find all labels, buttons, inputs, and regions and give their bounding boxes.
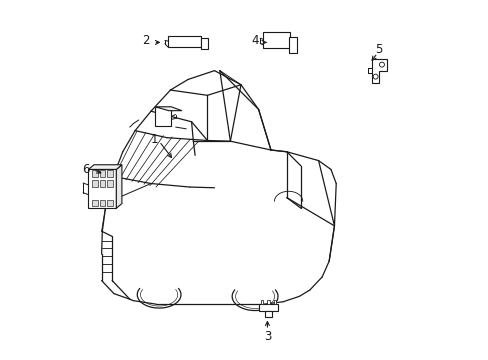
- Polygon shape: [88, 165, 122, 170]
- Polygon shape: [264, 311, 271, 317]
- Text: 5: 5: [374, 43, 382, 56]
- Polygon shape: [371, 59, 386, 83]
- Bar: [92, 201, 98, 206]
- Polygon shape: [288, 37, 296, 53]
- Polygon shape: [200, 38, 208, 49]
- Polygon shape: [155, 107, 182, 111]
- Text: 6: 6: [82, 163, 89, 176]
- Polygon shape: [116, 165, 122, 208]
- Text: 2: 2: [142, 34, 149, 47]
- Bar: [273, 300, 276, 304]
- Bar: [100, 170, 105, 177]
- Polygon shape: [155, 107, 171, 126]
- Bar: [107, 180, 113, 187]
- Polygon shape: [263, 32, 289, 48]
- Bar: [92, 170, 98, 177]
- Polygon shape: [258, 304, 278, 311]
- Text: 4: 4: [251, 34, 258, 47]
- Bar: [100, 201, 105, 206]
- Bar: [100, 180, 105, 187]
- Bar: [107, 170, 113, 177]
- Polygon shape: [167, 36, 201, 47]
- Text: 3: 3: [263, 330, 270, 343]
- Polygon shape: [88, 170, 116, 208]
- Bar: [92, 180, 98, 187]
- Bar: [260, 300, 263, 304]
- Bar: [107, 201, 113, 206]
- Text: 1: 1: [150, 133, 158, 146]
- Bar: [266, 300, 269, 304]
